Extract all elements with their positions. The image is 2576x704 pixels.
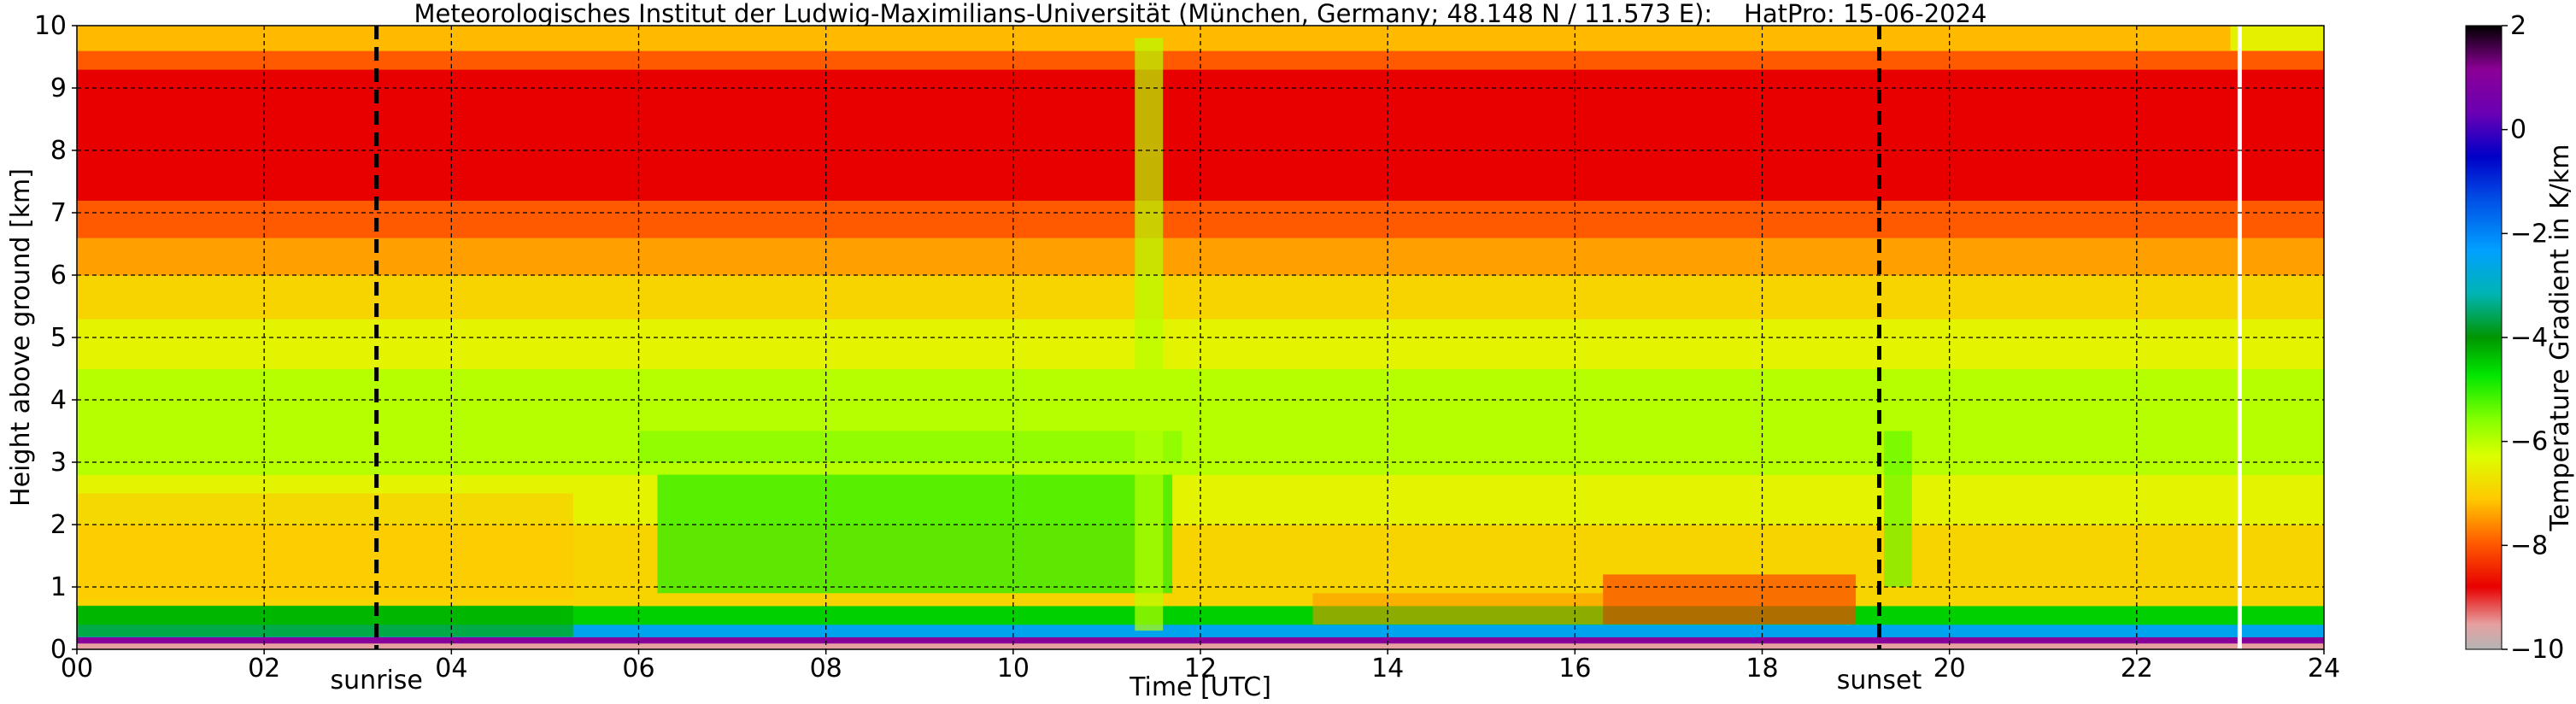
- grid: [77, 26, 2324, 649]
- colorbar-tick-label: −10: [2510, 635, 2564, 665]
- x-axis-label: Time [UTC]: [1129, 672, 1271, 702]
- colorbar-tick-label: −2: [2510, 219, 2548, 249]
- y-tick-label: 1: [50, 572, 67, 602]
- heatmap-cell: [77, 605, 573, 637]
- y-tick-label: 10: [34, 11, 67, 41]
- colorbar-label: Temperature Gradient in K/km: [2545, 144, 2575, 532]
- heatmap-cell: [1603, 574, 1857, 625]
- heatmap-band: [77, 637, 2324, 644]
- y-tick-label: 9: [50, 73, 67, 103]
- y-tick-label: 4: [50, 385, 67, 415]
- colorbar-ticks: 2 0 −2 −4 −6 −8 −10: [2502, 11, 2564, 665]
- x-tick-label: 08: [810, 654, 842, 683]
- y-tick-label: 0: [50, 635, 67, 665]
- y-axis-label: Height above ground [km]: [6, 168, 36, 507]
- colorbar-tick-label: −8: [2510, 531, 2548, 560]
- heatmap-cell: [1135, 38, 1164, 631]
- x-tick-label: 24: [2308, 654, 2340, 683]
- sunset-label: sunset: [1837, 666, 1922, 695]
- heatmap-features: [77, 26, 2324, 649]
- colorbar-tick-label: 2: [2510, 11, 2526, 41]
- x-tick-label: 12: [1184, 654, 1217, 683]
- sun-markers: [374, 26, 1881, 649]
- heatmap-cell: [1883, 431, 1912, 587]
- heatmap-cell: [77, 493, 573, 600]
- y-axis: 0 1 2 3 4 5 6 7 8 9 10: [34, 11, 77, 665]
- heatmap-cell: [657, 474, 1173, 594]
- y-tick-label: 6: [50, 261, 67, 290]
- y-tick-label: 7: [50, 198, 67, 228]
- heatmap-cell: [638, 431, 1182, 462]
- x-tick-label: 10: [997, 654, 1030, 683]
- heatmap-cell: [1312, 593, 1604, 625]
- chart-title: Meteorologisches Institut der Ludwig-Max…: [414, 0, 1986, 28]
- x-tick-label: 18: [1746, 654, 1778, 683]
- colorbar-tick-label: −4: [2510, 323, 2548, 353]
- x-tick-label: 02: [248, 654, 280, 683]
- x-axis: 00 02 04 06 08 10 12 14 16 18 20 22 24: [61, 649, 2340, 683]
- heatmap-band: [77, 642, 2324, 649]
- x-tick-label: 14: [1371, 654, 1404, 683]
- x-tick-label: 16: [1558, 654, 1591, 683]
- sunrise-label: sunrise: [330, 666, 422, 695]
- x-tick-label: 04: [435, 654, 467, 683]
- x-tick-label: 20: [1933, 654, 1966, 683]
- x-tick-label: 00: [61, 654, 93, 683]
- colorbar-tick-label: −6: [2510, 427, 2548, 457]
- y-tick-label: 8: [50, 136, 67, 166]
- y-tick-label: 5: [50, 323, 67, 353]
- heatmap-cell: [2230, 26, 2324, 51]
- x-tick-label: 06: [622, 654, 654, 683]
- colorbar: [2465, 25, 2503, 650]
- colorbar-tick-label: 0: [2510, 115, 2526, 145]
- y-tick-label: 2: [50, 510, 67, 540]
- x-tick-label: 22: [2121, 654, 2153, 683]
- y-tick-label: 3: [50, 448, 67, 478]
